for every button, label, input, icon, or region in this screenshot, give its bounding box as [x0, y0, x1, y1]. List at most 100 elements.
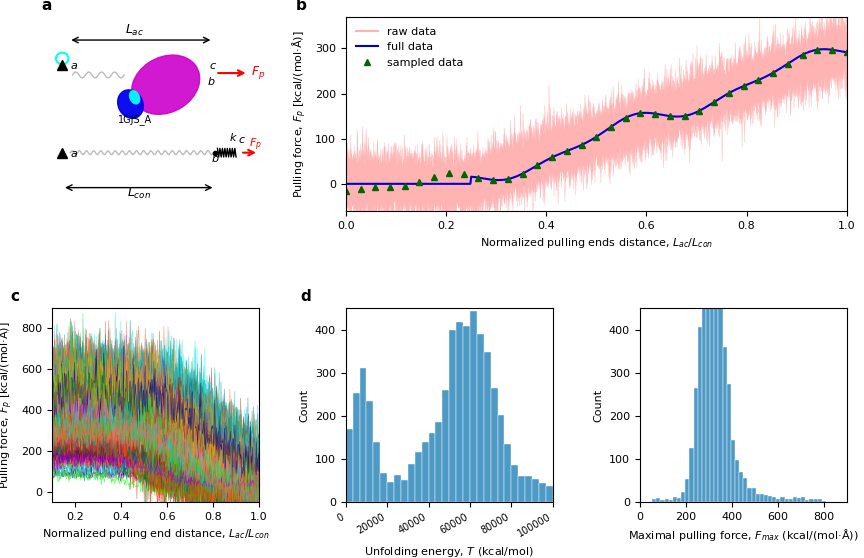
Bar — [491, 388, 498, 502]
Bar — [660, 499, 664, 502]
Bar — [789, 499, 793, 502]
Bar — [810, 499, 814, 502]
Bar — [780, 497, 785, 502]
Text: $L_{con}$: $L_{con}$ — [127, 186, 151, 201]
Bar — [456, 322, 463, 502]
Bar — [793, 497, 797, 502]
Bar — [739, 473, 743, 502]
Bar — [702, 255, 706, 502]
Bar — [353, 393, 359, 502]
Bar — [768, 496, 772, 502]
Bar — [814, 499, 817, 502]
X-axis label: Normalized pulling ends distance, $L_{ac}/L_{con}$: Normalized pulling ends distance, $L_{ac… — [480, 236, 713, 250]
Bar — [435, 422, 442, 502]
Text: c: c — [10, 289, 19, 304]
Bar — [677, 498, 681, 502]
Text: d: d — [300, 289, 311, 304]
Bar — [366, 401, 373, 502]
Bar — [715, 290, 718, 502]
Y-axis label: Count: Count — [594, 388, 603, 422]
Y-axis label: Pulling force, $F_p$ [kcal/(mol·Å)]: Pulling force, $F_p$ [kcal/(mol·Å)] — [291, 30, 309, 198]
Bar — [505, 444, 511, 502]
Bar — [484, 353, 491, 502]
Bar — [752, 488, 756, 502]
Bar — [722, 347, 727, 502]
Bar — [652, 499, 657, 502]
Text: 1GJS_A: 1GJS_A — [118, 114, 152, 124]
Bar — [380, 473, 387, 502]
Bar — [415, 452, 422, 502]
Bar — [759, 494, 764, 502]
Ellipse shape — [118, 90, 143, 118]
Bar — [797, 498, 801, 502]
Y-axis label: Count: Count — [300, 388, 309, 422]
Bar — [822, 501, 826, 502]
Bar — [511, 465, 518, 502]
Bar — [805, 501, 810, 502]
Bar — [429, 433, 435, 502]
Text: a: a — [41, 0, 52, 13]
Text: $a$: $a$ — [71, 61, 79, 71]
Text: $b$: $b$ — [211, 152, 219, 165]
Text: $F_p$: $F_p$ — [251, 64, 265, 81]
Bar — [657, 498, 660, 502]
Text: $F_p$: $F_p$ — [249, 136, 262, 153]
Bar — [546, 486, 553, 502]
Bar — [689, 448, 694, 502]
Bar — [477, 334, 484, 502]
Bar — [694, 388, 698, 502]
Bar — [518, 477, 525, 502]
Bar — [681, 492, 685, 502]
Bar — [817, 499, 822, 502]
Y-axis label: Pulling force, $F_p$ [kcal/(mol·Å)]: Pulling force, $F_p$ [kcal/(mol·Å)] — [0, 321, 16, 489]
Bar — [673, 497, 677, 502]
Bar — [710, 280, 715, 502]
Bar — [532, 479, 539, 502]
Bar — [387, 482, 394, 502]
Bar — [764, 495, 768, 502]
Bar — [470, 311, 477, 502]
Bar — [359, 368, 366, 502]
Bar — [772, 497, 777, 502]
Bar — [685, 479, 689, 502]
Legend: raw data, full data, sampled data: raw data, full data, sampled data — [352, 22, 467, 73]
Bar — [373, 442, 380, 502]
Bar — [785, 499, 789, 502]
Bar — [669, 499, 673, 502]
Bar — [525, 476, 532, 502]
Bar — [664, 499, 669, 502]
X-axis label: Maximal pulling force, $F_{max}$ (kcal/(mol·Å)): Maximal pulling force, $F_{max}$ (kcal/(… — [628, 527, 859, 543]
Text: $a$: $a$ — [71, 148, 79, 158]
Bar — [498, 415, 505, 502]
Bar — [735, 460, 739, 502]
Bar — [756, 494, 759, 502]
Text: $L_{ac}$: $L_{ac}$ — [125, 23, 144, 39]
Ellipse shape — [131, 55, 200, 114]
Bar — [743, 478, 747, 502]
Ellipse shape — [130, 91, 140, 104]
Bar — [727, 383, 731, 502]
Bar — [346, 429, 353, 502]
Text: b: b — [295, 0, 307, 13]
Bar — [394, 475, 401, 502]
Bar — [442, 389, 449, 502]
Bar — [539, 483, 546, 502]
Bar — [401, 480, 408, 502]
Text: $k$: $k$ — [229, 131, 238, 143]
Bar — [747, 488, 752, 502]
Bar — [408, 464, 415, 502]
Bar — [706, 253, 710, 502]
X-axis label: Normalized pulling end distance, $L_{ac}/L_{con}$: Normalized pulling end distance, $L_{ac}… — [41, 527, 269, 541]
Bar — [718, 301, 722, 502]
Bar — [449, 330, 456, 502]
Bar — [731, 440, 735, 502]
Bar — [422, 442, 429, 502]
Bar — [463, 326, 470, 502]
Bar — [801, 497, 805, 502]
Text: $c$: $c$ — [238, 135, 246, 145]
Bar — [698, 327, 702, 502]
Text: $c$: $c$ — [209, 61, 217, 71]
Text: $b$: $b$ — [207, 75, 216, 86]
Bar — [777, 499, 780, 502]
X-axis label: Unfolding energy, $T$ (kcal/mol): Unfolding energy, $T$ (kcal/mol) — [365, 545, 534, 558]
